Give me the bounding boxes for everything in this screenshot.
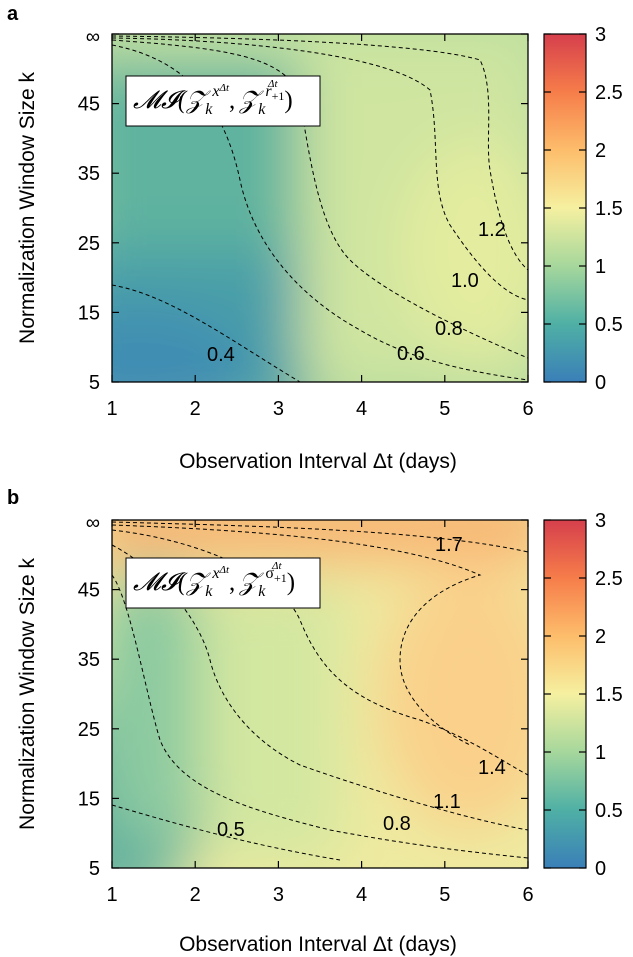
contour-a-1.2 <box>112 35 528 271</box>
x-axis-label-b: Observation Interval Δt (days) <box>179 933 457 956</box>
y-tick-label: 5 <box>89 372 100 394</box>
x-tick-label: 1 <box>106 884 117 906</box>
x-tick-label: 3 <box>273 884 284 906</box>
colorbar-tick-label: 3 <box>595 24 606 46</box>
annotation-b-func: 𝓜𝓘( <box>133 569 188 596</box>
colorbar-tick-label: 0.5 <box>595 314 623 336</box>
x-tick-label: 3 <box>273 398 284 420</box>
plot-frame-b <box>111 519 529 869</box>
y-tick-label: 15 <box>78 788 100 810</box>
colorbar-tick-label: 2 <box>595 140 606 162</box>
x-tick-label: 2 <box>190 398 201 420</box>
svg-text:𝓜𝓘(𝒵kxΔt,𝒵kr+1): 𝓜𝓘(𝒵kxΔt, 𝒵kr+1) <box>133 82 293 118</box>
x-tick-label: 5 <box>439 884 450 906</box>
contour-b-1.7b <box>112 521 528 553</box>
panel-letter-b: b <box>7 487 19 509</box>
contour-a-0.8 <box>112 39 528 359</box>
y-axis-label-a: Normalization Window Size k <box>16 72 39 344</box>
y-tick-label: 45 <box>78 580 100 602</box>
y-tick-label: 25 <box>78 233 100 255</box>
colorbar-tick-label: 1 <box>595 742 606 764</box>
x-axis-label-a: Observation Interval Δt (days) <box>179 450 457 473</box>
contour-label-b-3: 1.4 <box>478 757 506 779</box>
y-tick-label: ∞ <box>86 26 100 48</box>
x-tick-label: 6 <box>522 884 533 906</box>
colorbar-tick-label: 0.5 <box>595 800 623 822</box>
y-tick-label: 15 <box>78 302 100 324</box>
contours-b <box>112 521 528 861</box>
contour-label-a-0: 0.4 <box>207 344 235 366</box>
annotation-a-sup-dt: Δt <box>267 78 278 90</box>
contour-a-1.0 <box>112 37 528 301</box>
y-tick-label: 25 <box>78 719 100 741</box>
y-tick-label: ∞ <box>86 512 100 534</box>
colorbar-tick-label: 0 <box>595 858 606 880</box>
colorbar-tick-label: 1.5 <box>595 198 623 220</box>
colorbar-a: 0 0.5 1 1.5 2 2.5 3 <box>543 24 623 394</box>
colorbar-tick-label: 1 <box>595 256 606 278</box>
colorbar-b: 0 0.5 1 1.5 2 2.5 3 <box>543 510 623 880</box>
colorbar-tick-label: 2 <box>595 626 606 648</box>
plot-frame-a <box>111 33 529 383</box>
contour-label-b-2: 1.1 <box>433 791 461 813</box>
colorbar-tick-label: 2.5 <box>595 82 623 104</box>
x-tick-label: 4 <box>356 884 367 906</box>
x-tick-label: 5 <box>439 398 450 420</box>
x-tick-label: 4 <box>356 398 367 420</box>
contour-labels-b: 0.5 0.8 1.1 1.4 1.7 <box>217 534 506 841</box>
colorbar-tick-label: 1.5 <box>595 684 623 706</box>
contour-a-0.4 <box>112 284 301 382</box>
annotation-b-sup-dt: Δt <box>271 560 282 572</box>
contour-label-a-2: 0.8 <box>435 318 463 340</box>
annotation-a: 𝓜𝓘(𝒵kxΔt, 𝒵kr+1) Δt <box>125 75 321 127</box>
x-tick-label: 2 <box>190 884 201 906</box>
colorbar-tick-label: 3 <box>595 510 606 532</box>
contour-label-b-0: 0.5 <box>217 819 245 841</box>
annotation-b: 𝓜𝓘(𝒵kxΔt, 𝒵kσ+1) Δt <box>125 557 321 609</box>
y-tick-label: 5 <box>89 858 100 880</box>
y-tick-label: 35 <box>78 163 100 185</box>
x-tick-label: 6 <box>522 398 533 420</box>
contour-labels-a: 0.4 0.6 0.8 1.0 1.2 <box>207 219 506 366</box>
contour-b-1.1 <box>112 544 528 831</box>
colorbar-tick-label: 2.5 <box>595 568 623 590</box>
contour-label-a-3: 1.0 <box>451 270 479 292</box>
contour-label-b-1: 0.8 <box>383 813 411 835</box>
y-tick-label: 45 <box>78 94 100 116</box>
panel-letter-a: a <box>7 3 19 25</box>
contour-label-b-4: 1.7 <box>435 534 463 556</box>
x-tick-label: 1 <box>106 398 117 420</box>
contour-label-a-4: 1.2 <box>478 219 506 241</box>
contour-b-1.4 <box>112 529 528 776</box>
contour-label-a-1: 0.6 <box>397 343 425 365</box>
colorbar-tick-label: 0 <box>595 372 606 394</box>
annotation-a-func: 𝓜𝓘( <box>133 87 188 114</box>
y-axis-label-b: Normalization Window Size k <box>16 558 39 830</box>
y-tick-label: 35 <box>78 649 100 671</box>
